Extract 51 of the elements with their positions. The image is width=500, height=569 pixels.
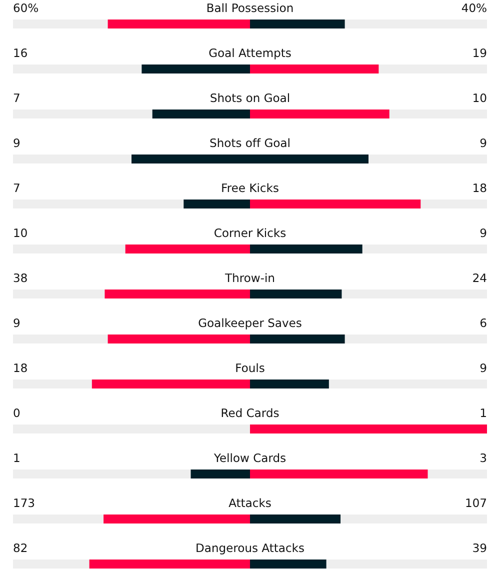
annotation: 10 — [474, 93, 486, 102]
text: 173 — [14, 498, 34, 508]
text: 7 — [14, 184, 20, 192]
y-tick-label: Dangerous Attacks — [196, 543, 304, 554]
text: 7 — [14, 94, 20, 102]
bar — [250, 20, 345, 28]
annotation: 3 — [480, 453, 486, 462]
bar — [250, 514, 341, 524]
text: 38 — [14, 273, 27, 282]
y-tick-label: Corner Kicks — [214, 228, 286, 238]
annotation: 1 — [480, 408, 486, 417]
bar — [108, 20, 250, 28]
bar — [125, 244, 250, 254]
bar — [104, 514, 250, 524]
bar — [108, 334, 250, 344]
bar — [104, 290, 250, 298]
annotation: 40% — [462, 3, 486, 12]
y-tick-label: Red Cards — [222, 408, 279, 418]
y-tick-label: Yellow Cards — [214, 453, 286, 462]
y-tick-label: Free Kicks — [222, 183, 278, 192]
y-tick-label: Goal Attempts — [209, 48, 291, 60]
bar — [250, 290, 342, 298]
text: 60% — [14, 3, 38, 12]
annotation: 24 — [473, 273, 486, 282]
y-tick-label: Attacks — [228, 498, 271, 508]
y-tick-label: Ball Possession — [207, 3, 293, 12]
text: 18 — [14, 363, 27, 372]
y-tick-label: Goalkeeper Saves — [198, 318, 302, 330]
annotation: 9 — [480, 363, 486, 372]
annotation: 9 — [480, 138, 486, 148]
y-tick-label: Shots on Goal — [210, 93, 289, 102]
y-tick-label: Fouls — [236, 363, 264, 372]
text: 9 — [14, 318, 20, 328]
annotation: 6 — [480, 318, 486, 328]
text: 1 — [14, 454, 20, 462]
bar — [250, 244, 362, 254]
text: 10 — [14, 228, 27, 238]
text: 9 — [14, 138, 20, 148]
annotation: 9 — [480, 228, 486, 238]
text: 16 — [14, 48, 27, 58]
bar — [250, 560, 326, 568]
bar — [250, 334, 345, 344]
bar — [250, 380, 329, 388]
annotation: 107 — [466, 498, 486, 508]
text: 0 — [14, 408, 20, 418]
annotation: 39 — [473, 543, 486, 552]
y-tick-label: Shots off Goal — [210, 138, 290, 148]
text: 82 — [14, 543, 27, 552]
annotation: 19 — [474, 48, 486, 58]
annotation: 18 — [474, 183, 486, 192]
y-tick-label: Throw-in — [224, 273, 274, 282]
